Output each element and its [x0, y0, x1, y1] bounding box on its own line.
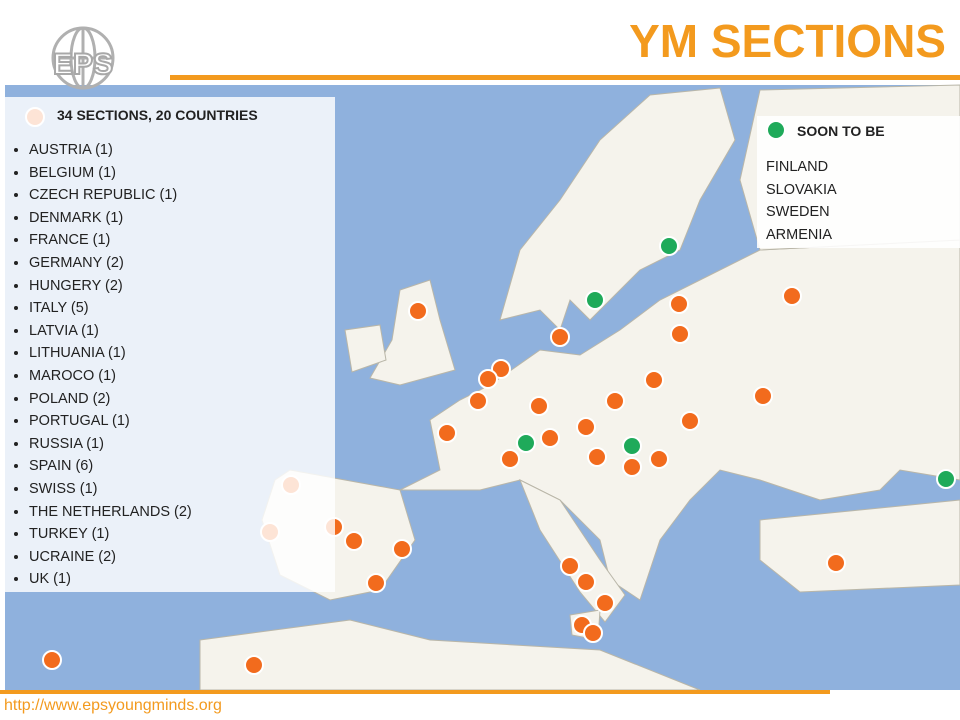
soon-country: FINLAND [766, 159, 829, 175]
sections-heading: 34 SECTIONS, 20 COUNTRIES [57, 107, 258, 123]
section-country: UCRAINE (2) [29, 548, 192, 571]
title-rule [170, 75, 960, 80]
section-country: LITHUANIA (1) [29, 344, 192, 367]
soon-heading: SOON TO BE [797, 123, 885, 139]
section-country: UK (1) [29, 570, 192, 593]
section-country: THE NETHERLANDS (2) [29, 503, 192, 526]
soon-marker [766, 120, 786, 140]
section-country: GERMANY (2) [29, 254, 192, 277]
section-country: SWISS (1) [29, 480, 192, 503]
section-country: SPAIN (6) [29, 457, 192, 480]
sections-panel: 34 SECTIONS, 20 COUNTRIES AUSTRIA (1)BEL… [5, 97, 335, 592]
section-country: ITALY (5) [29, 299, 192, 322]
sections-list: AUSTRIA (1)BELGIUM (1)CZECH REPUBLIC (1)… [7, 141, 192, 593]
soon-panel: SOON TO BE FINLAND SLOVAKIA SWEDEN ARMENIA [757, 116, 960, 248]
section-country: POLAND (2) [29, 390, 192, 413]
section-country: FRANCE (1) [29, 231, 192, 254]
section-country: AUSTRIA (1) [29, 141, 192, 164]
section-country: DENMARK (1) [29, 209, 192, 232]
section-country: MAROCO (1) [29, 367, 192, 390]
soon-list: FINLAND SLOVAKIA SWEDEN ARMENIA [766, 156, 837, 246]
logo: EPS [51, 26, 115, 90]
section-country: TURKEY (1) [29, 525, 192, 548]
footer-url: http://www.epsyoungminds.org [4, 697, 222, 714]
logo-text: EPS [53, 48, 113, 81]
section-country: HUNGERY (2) [29, 277, 192, 300]
title: YM SECTIONS [629, 15, 946, 67]
section-country: BELGIUM (1) [29, 164, 192, 187]
section-country: PORTUGAL (1) [29, 412, 192, 435]
section-country: CZECH REPUBLIC (1) [29, 186, 192, 209]
footer-rule [0, 690, 830, 694]
soon-country: SWEDEN [766, 204, 830, 220]
section-country: LATVIA (1) [29, 322, 192, 345]
section-country: RUSSIA (1) [29, 435, 192, 458]
soon-country: ARMENIA [766, 226, 833, 243]
soon-country: SLOVAKIA [766, 181, 837, 198]
